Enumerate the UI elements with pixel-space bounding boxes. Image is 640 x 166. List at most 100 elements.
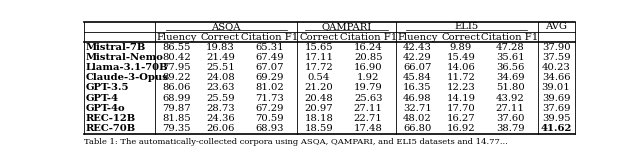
- Text: REC-70B: REC-70B: [86, 124, 136, 133]
- Text: 45.84: 45.84: [403, 73, 432, 82]
- Text: AVG: AVG: [545, 22, 567, 31]
- Text: 37.90: 37.90: [542, 43, 570, 52]
- Text: 20.97: 20.97: [305, 104, 333, 113]
- Text: Citation F1: Citation F1: [241, 33, 298, 42]
- Text: 70.59: 70.59: [255, 114, 284, 123]
- Text: Fluency: Fluency: [397, 33, 438, 42]
- Text: 39.95: 39.95: [542, 114, 570, 123]
- Text: 24.36: 24.36: [206, 114, 235, 123]
- Text: 17.48: 17.48: [354, 124, 383, 133]
- Text: 37.69: 37.69: [542, 104, 570, 113]
- Text: 20.48: 20.48: [305, 94, 333, 103]
- Text: 34.66: 34.66: [542, 73, 570, 82]
- Text: 89.22: 89.22: [163, 73, 191, 82]
- Text: 47.28: 47.28: [496, 43, 524, 52]
- Text: GPT-4o: GPT-4o: [86, 104, 125, 113]
- Text: 25.59: 25.59: [206, 94, 235, 103]
- Text: 65.31: 65.31: [255, 43, 284, 52]
- Text: 34.69: 34.69: [496, 73, 524, 82]
- Text: 86.55: 86.55: [163, 43, 191, 52]
- Text: 39.01: 39.01: [541, 83, 570, 92]
- Text: Correct: Correct: [442, 33, 480, 42]
- Text: GPT-3.5: GPT-3.5: [86, 83, 129, 92]
- Text: 38.79: 38.79: [496, 124, 524, 133]
- Text: Table 1: The automatically-collected corpora using ASQA, QAMPARI, and ELI5 datas: Table 1: The automatically-collected cor…: [84, 138, 508, 146]
- Text: Mistral-7B: Mistral-7B: [86, 43, 146, 52]
- Text: GPT-4: GPT-4: [86, 94, 119, 103]
- Text: 24.08: 24.08: [206, 73, 235, 82]
- Text: 20.85: 20.85: [354, 53, 383, 62]
- Text: 79.35: 79.35: [163, 124, 191, 133]
- Text: 19.79: 19.79: [354, 83, 383, 92]
- Text: 77.95: 77.95: [163, 63, 191, 72]
- Text: 16.35: 16.35: [403, 83, 432, 92]
- Text: REC-12B: REC-12B: [86, 114, 136, 123]
- Text: 37.60: 37.60: [496, 114, 524, 123]
- Text: 17.70: 17.70: [447, 104, 475, 113]
- Text: 18.18: 18.18: [305, 114, 333, 123]
- Text: 40.23: 40.23: [541, 63, 570, 72]
- Text: 25.63: 25.63: [354, 94, 382, 103]
- Text: 28.73: 28.73: [206, 104, 235, 113]
- Text: 46.98: 46.98: [403, 94, 432, 103]
- Text: 48.02: 48.02: [403, 114, 432, 123]
- Text: 67.07: 67.07: [255, 63, 284, 72]
- Text: 66.07: 66.07: [403, 63, 431, 72]
- Text: ASQA: ASQA: [211, 22, 241, 31]
- Text: 25.51: 25.51: [206, 63, 235, 72]
- Text: 27.11: 27.11: [495, 104, 525, 113]
- Text: Llama-3.1-70B: Llama-3.1-70B: [86, 63, 168, 72]
- Text: 22.71: 22.71: [354, 114, 383, 123]
- Text: 14.06: 14.06: [447, 63, 475, 72]
- Text: 0.54: 0.54: [308, 73, 330, 82]
- Text: Correct: Correct: [300, 33, 339, 42]
- Text: 26.06: 26.06: [206, 124, 234, 133]
- Text: 1.92: 1.92: [357, 73, 380, 82]
- Text: 71.73: 71.73: [255, 94, 284, 103]
- Text: 68.99: 68.99: [163, 94, 191, 103]
- Text: 9.89: 9.89: [450, 43, 472, 52]
- Text: 41.62: 41.62: [540, 124, 572, 133]
- Text: 27.11: 27.11: [354, 104, 383, 113]
- Text: 21.49: 21.49: [206, 53, 235, 62]
- Text: 51.80: 51.80: [496, 83, 524, 92]
- Text: 42.29: 42.29: [403, 53, 432, 62]
- Text: 42.43: 42.43: [403, 43, 432, 52]
- Text: 16.90: 16.90: [354, 63, 383, 72]
- Text: 15.49: 15.49: [446, 53, 476, 62]
- Text: Mistral-Nemo: Mistral-Nemo: [86, 53, 164, 62]
- Text: 19.83: 19.83: [206, 43, 235, 52]
- Text: 69.29: 69.29: [255, 73, 284, 82]
- Text: Claude-3-Opus: Claude-3-Opus: [86, 73, 169, 82]
- Text: Citation F1: Citation F1: [481, 33, 539, 42]
- Text: 32.71: 32.71: [403, 104, 432, 113]
- Text: Correct: Correct: [201, 33, 240, 42]
- Text: 39.69: 39.69: [542, 94, 570, 103]
- Text: Fluency: Fluency: [157, 33, 197, 42]
- Text: 16.24: 16.24: [354, 43, 383, 52]
- Text: 79.87: 79.87: [163, 104, 191, 113]
- Text: 81.85: 81.85: [163, 114, 191, 123]
- Text: 14.19: 14.19: [446, 94, 476, 103]
- Text: 12.23: 12.23: [447, 83, 475, 92]
- Text: 15.65: 15.65: [305, 43, 333, 52]
- Text: 17.11: 17.11: [305, 53, 333, 62]
- Text: 67.29: 67.29: [255, 104, 284, 113]
- Text: 21.20: 21.20: [305, 83, 333, 92]
- Text: 18.59: 18.59: [305, 124, 333, 133]
- Text: QAMPARI: QAMPARI: [321, 22, 372, 31]
- Text: 35.61: 35.61: [496, 53, 524, 62]
- Text: 43.92: 43.92: [496, 94, 524, 103]
- Text: 11.72: 11.72: [446, 73, 476, 82]
- Text: 80.42: 80.42: [163, 53, 191, 62]
- Text: Citation F1: Citation F1: [339, 33, 397, 42]
- Text: 17.72: 17.72: [305, 63, 333, 72]
- Text: 16.27: 16.27: [447, 114, 475, 123]
- Text: 68.93: 68.93: [255, 124, 284, 133]
- Text: 81.02: 81.02: [255, 83, 284, 92]
- Text: 37.59: 37.59: [542, 53, 570, 62]
- Text: 66.80: 66.80: [403, 124, 431, 133]
- Text: 16.92: 16.92: [447, 124, 475, 133]
- Text: 23.63: 23.63: [206, 83, 234, 92]
- Text: 36.56: 36.56: [496, 63, 524, 72]
